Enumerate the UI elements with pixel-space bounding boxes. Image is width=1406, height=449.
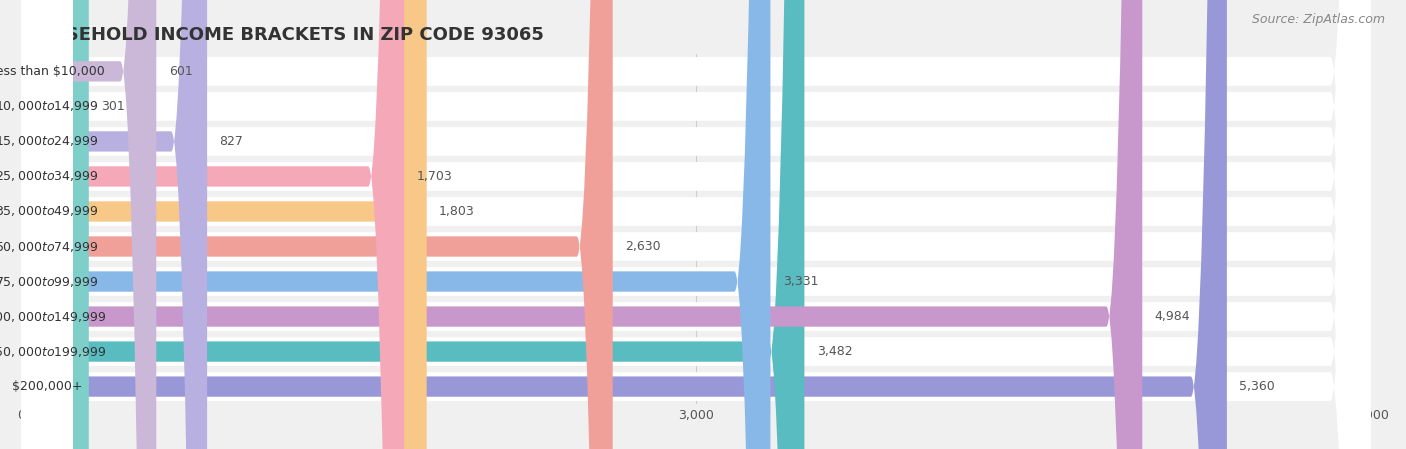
FancyBboxPatch shape: [21, 0, 613, 449]
FancyBboxPatch shape: [21, 0, 73, 449]
Text: 827: 827: [219, 135, 243, 148]
FancyBboxPatch shape: [21, 0, 73, 449]
FancyBboxPatch shape: [21, 0, 73, 449]
FancyBboxPatch shape: [21, 0, 73, 449]
Text: 3,482: 3,482: [817, 345, 852, 358]
Text: Less than $10,000: Less than $10,000: [0, 65, 105, 78]
FancyBboxPatch shape: [21, 0, 804, 449]
FancyBboxPatch shape: [21, 0, 404, 449]
Text: $75,000 to $99,999: $75,000 to $99,999: [0, 274, 98, 289]
FancyBboxPatch shape: [21, 0, 207, 449]
FancyBboxPatch shape: [21, 0, 1371, 449]
Text: $15,000 to $24,999: $15,000 to $24,999: [0, 134, 98, 149]
FancyBboxPatch shape: [21, 0, 1371, 449]
FancyBboxPatch shape: [21, 0, 426, 449]
FancyBboxPatch shape: [21, 0, 1371, 449]
FancyBboxPatch shape: [21, 0, 73, 449]
FancyBboxPatch shape: [21, 0, 1371, 449]
Text: $10,000 to $14,999: $10,000 to $14,999: [0, 99, 98, 114]
FancyBboxPatch shape: [21, 0, 1371, 449]
FancyBboxPatch shape: [21, 0, 156, 449]
Text: 2,630: 2,630: [626, 240, 661, 253]
FancyBboxPatch shape: [21, 0, 73, 449]
Text: $35,000 to $49,999: $35,000 to $49,999: [0, 204, 98, 219]
FancyBboxPatch shape: [21, 0, 1371, 449]
FancyBboxPatch shape: [21, 0, 1142, 449]
Text: 1,803: 1,803: [439, 205, 475, 218]
FancyBboxPatch shape: [21, 0, 1371, 449]
Text: 601: 601: [169, 65, 193, 78]
FancyBboxPatch shape: [21, 0, 1227, 449]
Text: $25,000 to $34,999: $25,000 to $34,999: [0, 169, 98, 184]
Text: 4,984: 4,984: [1154, 310, 1191, 323]
Text: Source: ZipAtlas.com: Source: ZipAtlas.com: [1251, 13, 1385, 26]
Text: $50,000 to $74,999: $50,000 to $74,999: [0, 239, 98, 254]
FancyBboxPatch shape: [21, 0, 73, 449]
FancyBboxPatch shape: [21, 0, 1371, 449]
Text: $100,000 to $149,999: $100,000 to $149,999: [0, 309, 107, 324]
FancyBboxPatch shape: [21, 0, 1371, 449]
Text: 301: 301: [101, 100, 125, 113]
Text: $150,000 to $199,999: $150,000 to $199,999: [0, 344, 107, 359]
FancyBboxPatch shape: [21, 0, 73, 449]
FancyBboxPatch shape: [21, 0, 89, 449]
Text: 5,360: 5,360: [1239, 380, 1275, 393]
FancyBboxPatch shape: [21, 0, 73, 449]
FancyBboxPatch shape: [21, 0, 770, 449]
Text: $200,000+: $200,000+: [11, 380, 82, 393]
Text: 3,331: 3,331: [783, 275, 818, 288]
FancyBboxPatch shape: [21, 0, 73, 449]
FancyBboxPatch shape: [21, 0, 1371, 449]
Text: HOUSEHOLD INCOME BRACKETS IN ZIP CODE 93065: HOUSEHOLD INCOME BRACKETS IN ZIP CODE 93…: [21, 26, 544, 44]
Text: 1,703: 1,703: [416, 170, 453, 183]
